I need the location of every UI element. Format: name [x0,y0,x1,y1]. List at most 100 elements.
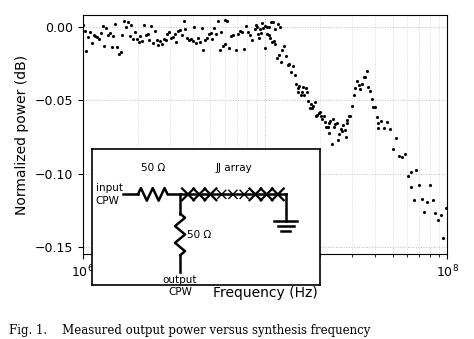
Point [358,81,365,86]
Point [323,124,330,129]
Point [118,32,126,37]
Point [265,32,273,38]
Point [221,17,229,22]
Point [165,29,173,35]
Point [129,37,137,42]
Point [289,64,297,69]
Point [343,117,351,123]
Point [431,210,439,216]
Point [79,23,87,28]
Point [291,73,298,78]
Point [410,198,418,203]
Point [386,126,394,132]
Point [255,35,263,40]
Point [122,24,130,30]
Point [456,233,463,238]
Point [346,113,354,118]
Point [99,24,106,29]
Point [301,92,308,97]
Point [209,36,216,42]
Point [256,27,264,32]
Point [198,25,205,31]
Point [336,131,343,136]
Point [86,29,94,34]
Point [108,44,115,50]
Point [279,48,286,53]
Point [366,88,374,93]
Text: input
CPW: input CPW [96,183,123,205]
Point [140,23,148,28]
Point [428,197,436,202]
Point [294,89,302,95]
Point [95,36,103,41]
Point [287,69,295,75]
Point [338,128,346,134]
Point [299,84,307,89]
Point [113,44,121,49]
Point [91,33,99,39]
Point [324,125,331,130]
Point [242,23,250,29]
Point [178,33,186,38]
Point [306,105,313,111]
Point [200,47,207,52]
Point [109,33,117,39]
Point [309,105,316,111]
Point [374,120,382,125]
Point [284,62,292,67]
Point [312,114,320,119]
Point [167,36,175,41]
Point [439,236,447,241]
Point [420,209,428,214]
Point [320,114,328,119]
Point [137,33,144,39]
Point [337,126,345,131]
Point [297,92,304,97]
Point [147,23,155,29]
Point [115,52,123,57]
Point [373,114,380,120]
Point [142,33,150,38]
Point [253,25,261,30]
Point [453,226,461,232]
Point [327,118,334,124]
Point [365,84,372,89]
Point [201,38,209,43]
Point [88,41,96,46]
Point [261,10,269,15]
Point [434,217,442,223]
Point [348,103,356,108]
Text: 50 Ω: 50 Ω [187,230,211,240]
Point [160,36,168,42]
Point [345,113,353,118]
Point [216,47,223,53]
Point [183,35,191,41]
Point [342,134,350,139]
Point [259,20,266,26]
Point [280,44,288,49]
Point [124,20,132,25]
Point [398,154,406,159]
Point [263,32,271,37]
Point [318,114,325,119]
Text: 50 Ω: 50 Ω [141,163,165,173]
Point [292,81,300,86]
Point [272,41,279,46]
Point [303,89,311,95]
Point [196,39,204,44]
Point [295,83,303,89]
Point [458,262,466,268]
Point [261,46,269,51]
Point [267,19,275,24]
Point [221,41,229,47]
Point [418,196,426,201]
Point [334,137,342,143]
Point [182,26,189,32]
Point [171,32,178,37]
Point [219,43,227,49]
Point [97,31,105,36]
Point [325,121,333,126]
Point [313,112,321,117]
Point [223,19,231,24]
Point [226,45,233,51]
